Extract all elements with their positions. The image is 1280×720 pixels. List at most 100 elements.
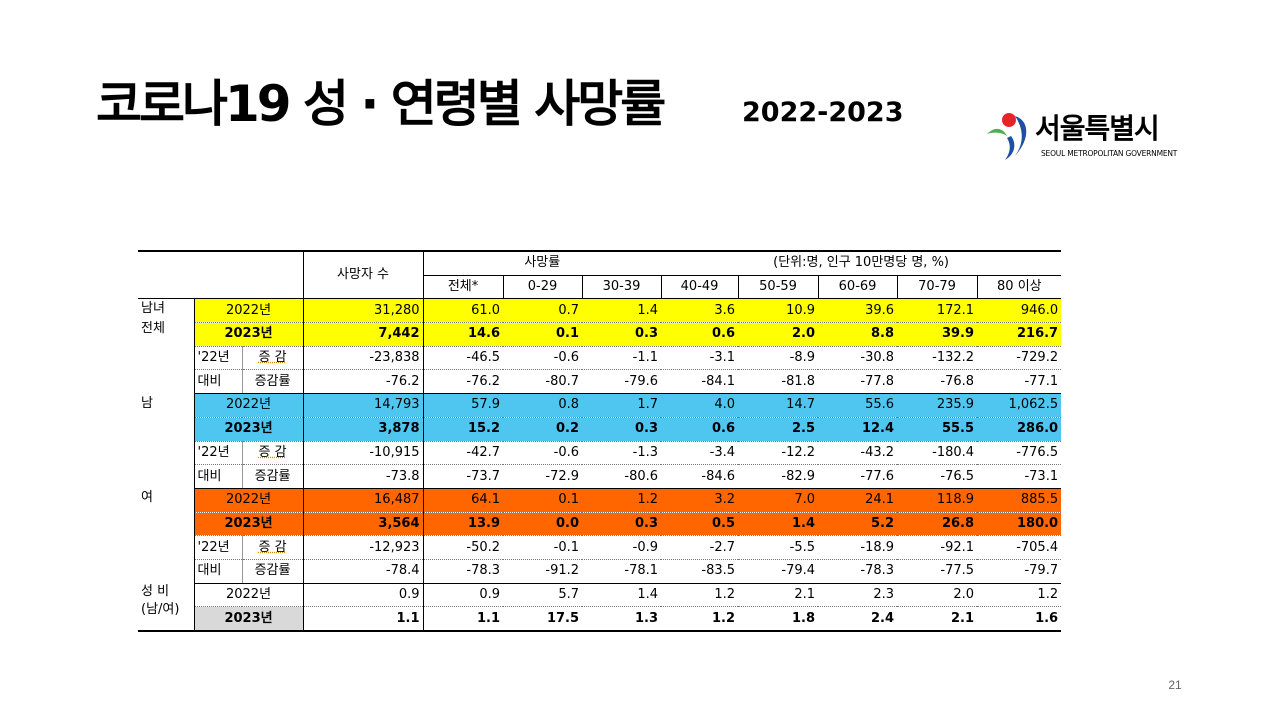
vs22-label: '22년 xyxy=(193,535,242,560)
cell: -2.7 xyxy=(661,535,739,560)
cell: -180.4 xyxy=(897,441,978,466)
col-80-plus: 80 이상 xyxy=(976,275,1062,300)
cell: -78.1 xyxy=(582,559,662,584)
cell: 39.9 xyxy=(897,322,978,347)
cell: 885.5 xyxy=(977,488,1062,513)
cell: -12.2 xyxy=(738,441,819,466)
cell: -3.1 xyxy=(661,346,739,371)
cell: 14.7 xyxy=(738,393,819,418)
change-label: 증 감 xyxy=(241,535,304,560)
male-2022-row: 남 2022년 14,793 57.9 0.8 1.7 4.0 14.7 55.… xyxy=(138,393,1062,418)
female-2023-row: 2023년 3,564 13.9 0.0 0.3 0.5 1.4 5.2 26.… xyxy=(138,512,1062,537)
total-rate-row: 대비 증감률 -76.2 -76.2 -80.7 -79.6 -84.1 -81… xyxy=(138,369,1062,395)
cell: 0.9 xyxy=(422,583,504,608)
ratio-2022-row: 성 비 (남/여) 2022년 0.9 0.9 5.7 1.4 1.2 2.1 2… xyxy=(138,583,1062,632)
cell: -42.7 xyxy=(422,441,504,466)
cell: 1.7 xyxy=(582,393,662,418)
cell: 10.9 xyxy=(738,298,819,324)
vs22-label: '22년 xyxy=(193,346,242,371)
mortality-table: 사망자 수 사망률 (단위:명, 인구 10만명당 명, %) 전체* 0-29… xyxy=(138,249,1062,633)
cell: 1.6 xyxy=(977,606,1062,633)
cell: 39.6 xyxy=(818,298,898,324)
cell: -77.1 xyxy=(977,369,1062,395)
cell: -84.6 xyxy=(661,464,739,489)
cell: 55.5 xyxy=(897,417,978,442)
cell: 2.3 xyxy=(818,583,898,608)
logo-subtitle: SEOUL METROPOLITAN GOVERNMENT xyxy=(1041,149,1178,158)
cell: 0.0 xyxy=(503,512,583,537)
cell: 1,062.5 xyxy=(977,393,1062,418)
male-change-row: '22년 증 감 -10,915 -42.7 -0.6 -1.3 -3.4 -1… xyxy=(138,441,1062,466)
header-row-2: 전체* 0-29 30-39 40-49 50-59 60-69 70-79 8… xyxy=(138,275,1062,300)
total-2022-label: 2022년 xyxy=(193,298,304,324)
cell: -46.5 xyxy=(422,346,504,371)
cell: 180.0 xyxy=(977,512,1062,537)
cell: 235.9 xyxy=(897,393,978,418)
cell: 31,280 xyxy=(302,298,424,324)
cell: -77.8 xyxy=(818,369,898,395)
cell: -0.9 xyxy=(582,535,662,560)
cell: 0.5 xyxy=(661,512,739,537)
cell: 14,793 xyxy=(302,393,424,418)
cell: -8.9 xyxy=(738,346,819,371)
cell: -73.7 xyxy=(422,464,504,489)
cell: -80.6 xyxy=(582,464,662,489)
cell: 57.9 xyxy=(422,393,504,418)
cell: 13.9 xyxy=(422,512,504,537)
cell: 0.7 xyxy=(503,298,583,324)
male-2023-row: 2023년 3,878 15.2 0.2 0.3 0.6 2.5 12.4 55… xyxy=(138,417,1062,442)
cell: 1.1 xyxy=(422,606,504,633)
cell: -5.5 xyxy=(738,535,819,560)
logo-name: 서울특별시 xyxy=(1035,112,1160,145)
cell: 2.0 xyxy=(738,322,819,347)
cell: -23,838 xyxy=(302,346,424,371)
cell: 61.0 xyxy=(422,298,504,324)
cell: -91.2 xyxy=(503,559,583,584)
cell: 0.3 xyxy=(582,322,662,347)
cell: 55.6 xyxy=(818,393,898,418)
cell: -77.6 xyxy=(818,464,898,489)
col-0-29: 0-29 xyxy=(502,275,583,300)
compare-label: 대비 xyxy=(193,369,242,395)
group-total-label-2: 전체 xyxy=(141,321,165,337)
cell: 8.8 xyxy=(818,322,898,347)
slide-title: 코로나19 성 · 연령별 사망률 xyxy=(96,75,666,133)
cell: 5.2 xyxy=(818,512,898,537)
cell: -78.3 xyxy=(818,559,898,584)
cell: 1.4 xyxy=(582,583,662,608)
cell: 0.8 xyxy=(503,393,583,418)
cell: -76.2 xyxy=(302,369,424,395)
cell: 1.4 xyxy=(582,298,662,324)
cell: -81.8 xyxy=(738,369,819,395)
total-change-row: '22년 증 감 -23,838 -46.5 -0.6 -1.1 -3.1 -8… xyxy=(138,346,1062,371)
cell: 1.2 xyxy=(661,606,739,633)
cell: 0.3 xyxy=(582,512,662,537)
cell: 3.6 xyxy=(661,298,739,324)
header-unit: (단위:명, 인구 10만명당 명, %) xyxy=(661,249,1062,276)
group-ratio-label: 성 비 (남/여) xyxy=(138,583,194,632)
female-2022-label: 2022년 xyxy=(193,488,304,513)
total-2022-row: 남녀 전체 2022년 31,280 61.0 0.7 1.4 3.6 10.9 … xyxy=(138,298,1062,336)
change-label: 증 감 xyxy=(241,346,304,371)
cell: -3.4 xyxy=(661,441,739,466)
cell: 172.1 xyxy=(897,298,978,324)
female-2023-label: 2023년 xyxy=(193,512,304,537)
cell: 12.4 xyxy=(818,417,898,442)
cell: 0.3 xyxy=(582,417,662,442)
cell: 2.1 xyxy=(738,583,819,608)
compare-label: 대비 xyxy=(193,559,242,584)
slide-subtitle: 2022-2023 xyxy=(742,97,904,128)
group-total-label: 남녀 전체 xyxy=(138,299,194,394)
cell: -50.2 xyxy=(422,535,504,560)
cell: 26.8 xyxy=(897,512,978,537)
col-60-69: 60-69 xyxy=(817,275,898,300)
cell: 118.9 xyxy=(897,488,978,513)
cell: -729.2 xyxy=(977,346,1062,371)
cell: -76.2 xyxy=(422,369,504,395)
cell: 2.0 xyxy=(897,583,978,608)
vs22-label: '22년 xyxy=(193,441,242,466)
cell: -30.8 xyxy=(818,346,898,371)
cell: -79.7 xyxy=(977,559,1062,584)
cell: 0.1 xyxy=(503,322,583,347)
seoul-emblem-icon xyxy=(987,113,1027,160)
